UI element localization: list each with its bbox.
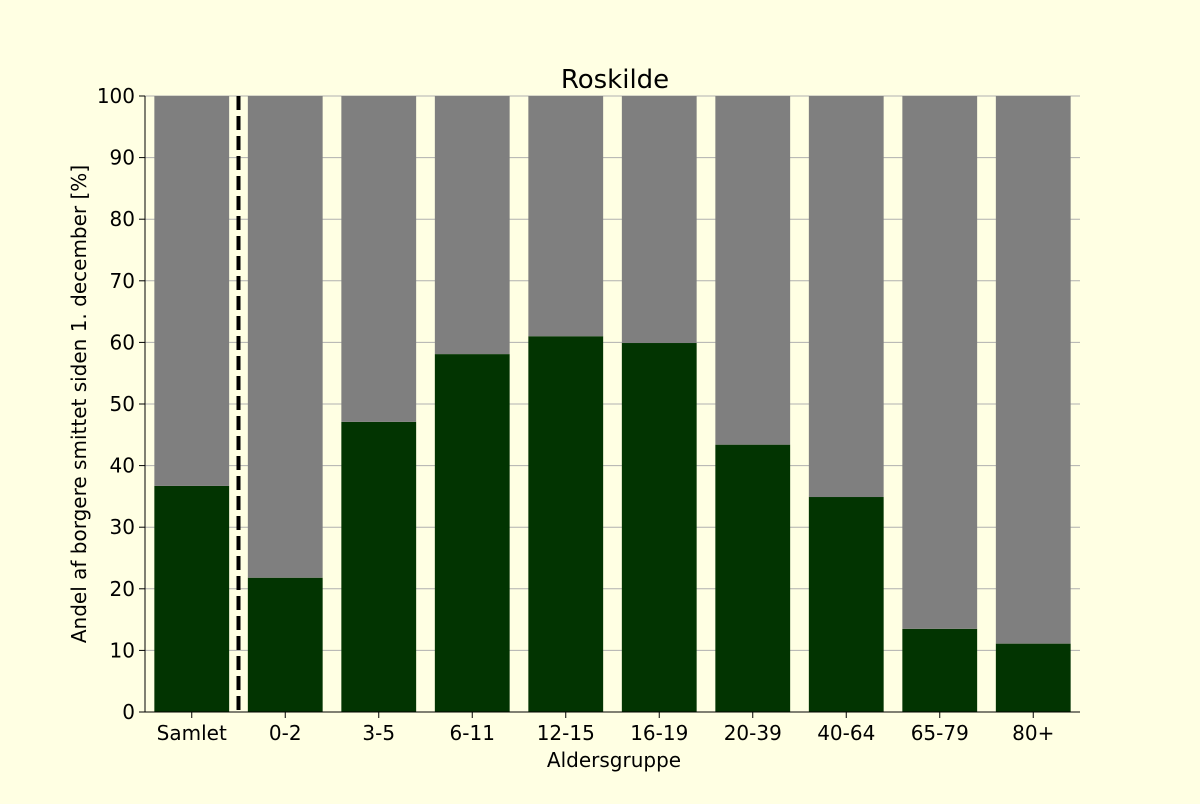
y-tick-label: 80 xyxy=(110,207,135,231)
bar-infected xyxy=(902,628,978,712)
y-tick-label: 30 xyxy=(110,515,135,539)
bar-remainder xyxy=(902,96,978,629)
x-tick-label: 16-19 xyxy=(630,721,688,745)
x-tick-label: Samlet xyxy=(157,721,227,745)
chart-title: Roskilde xyxy=(561,65,669,95)
x-tick-label: 0-2 xyxy=(269,721,302,745)
x-tick-label: 3-5 xyxy=(362,721,395,745)
x-tick-label: 80+ xyxy=(1012,721,1054,745)
bar-remainder xyxy=(995,96,1071,644)
x-tick-label: 40-64 xyxy=(817,721,875,745)
x-tick-label: 6-11 xyxy=(450,721,495,745)
bar-infected xyxy=(434,354,510,712)
bar-remainder xyxy=(528,96,604,337)
bar-infected xyxy=(808,497,884,712)
y-tick-label: 10 xyxy=(110,638,135,662)
x-tick-label: 20-39 xyxy=(724,721,782,745)
bar-remainder xyxy=(715,96,791,445)
bar-remainder xyxy=(341,96,417,422)
y-tick-label: 90 xyxy=(110,146,135,170)
bars xyxy=(154,96,1071,712)
y-tick-label: 70 xyxy=(110,269,135,293)
bar-infected xyxy=(621,343,697,712)
bar-remainder xyxy=(621,96,697,344)
axes: 0 10 20 30 40 50 60 70 80 90 100 Samlet 0-2 3-5 6-11 12… xyxy=(97,84,1080,745)
y-axis-label: Andel af borgere smittet siden 1. decemb… xyxy=(67,165,91,643)
x-tick-label: 65-79 xyxy=(911,721,969,745)
x-tick-label: 12-15 xyxy=(537,721,595,745)
y-tick-label: 100 xyxy=(97,84,135,108)
bar-remainder xyxy=(434,96,510,355)
bar-remainder xyxy=(808,96,884,498)
y-tick-label: 20 xyxy=(110,577,135,601)
bar-infected xyxy=(341,421,417,712)
y-tick-label: 40 xyxy=(110,454,135,478)
x-axis-label: Aldersgruppe xyxy=(547,748,681,772)
bar-infected xyxy=(715,444,791,712)
y-tick-label: 50 xyxy=(110,392,135,416)
bar-infected xyxy=(154,485,230,712)
y-tick-label: 60 xyxy=(110,330,135,354)
bar-infected xyxy=(995,643,1071,712)
bar-remainder xyxy=(247,96,323,578)
y-tick-label: 0 xyxy=(122,700,135,724)
bar-infected xyxy=(528,336,604,712)
bar-remainder xyxy=(154,96,230,486)
bar-infected xyxy=(247,577,323,712)
